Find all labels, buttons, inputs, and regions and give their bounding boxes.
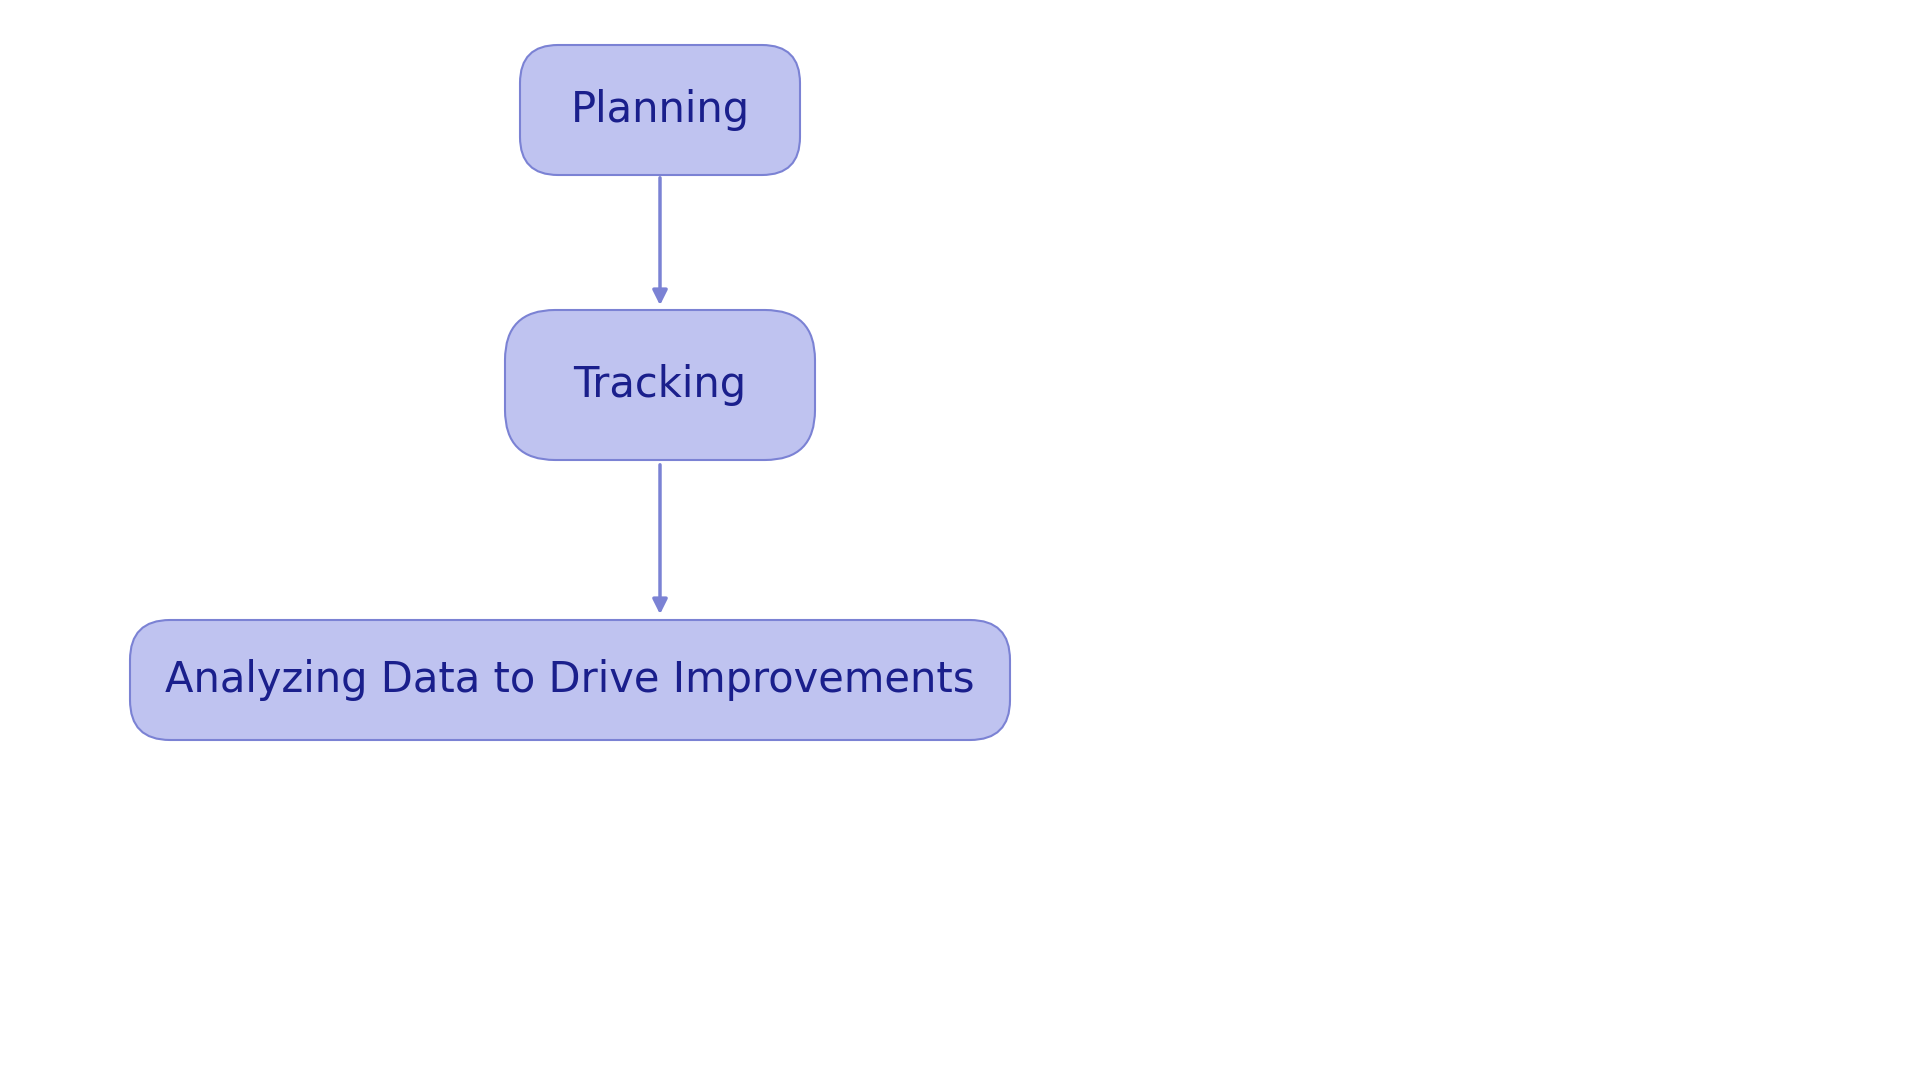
FancyBboxPatch shape (520, 45, 801, 175)
Text: Analyzing Data to Drive Improvements: Analyzing Data to Drive Improvements (165, 658, 975, 701)
Text: Planning: Planning (570, 89, 749, 131)
FancyBboxPatch shape (505, 310, 814, 460)
Text: Tracking: Tracking (574, 364, 747, 406)
FancyBboxPatch shape (131, 619, 1010, 740)
